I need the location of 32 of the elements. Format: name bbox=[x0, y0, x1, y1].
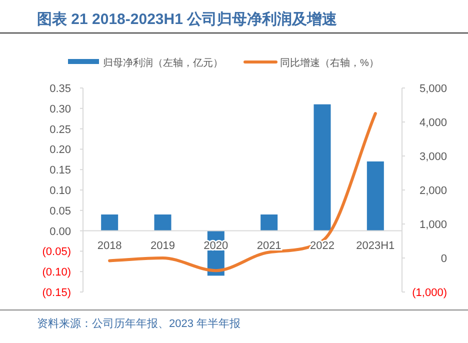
y-tick-label: (0.05) bbox=[42, 246, 71, 258]
y-tick-label: 0.25 bbox=[50, 124, 71, 136]
y-tick-label: 0.15 bbox=[50, 164, 71, 177]
y2-tick-label: 4,000 bbox=[419, 117, 447, 129]
y-tick-label: (0.10) bbox=[42, 266, 71, 279]
x-tick-label: 2018 bbox=[97, 240, 122, 252]
x-tick-label: 2022 bbox=[310, 240, 334, 252]
y-tick-label: (0.15) bbox=[42, 287, 71, 299]
y-tick-label: 0.00 bbox=[50, 226, 71, 238]
y2-tick-label: 5,000 bbox=[419, 83, 447, 95]
bar bbox=[154, 214, 172, 231]
y-tick-label: 0.35 bbox=[50, 83, 71, 95]
x-tick-label: 2021 bbox=[256, 240, 282, 252]
x-tick-label: 2019 bbox=[150, 240, 175, 252]
bar bbox=[366, 161, 384, 231]
y2-tick-label: 3,000 bbox=[419, 151, 447, 163]
bar bbox=[314, 104, 331, 231]
text: 资料来源：公司历年年报、2023 年半年报 bbox=[37, 317, 241, 330]
y2-tick-label: (1,000) bbox=[412, 287, 447, 299]
x-tick-label: 2023H1 bbox=[356, 240, 395, 252]
y2-tick-label: 0 bbox=[440, 253, 447, 265]
legend-label: 归母净利润（左轴，亿元） bbox=[103, 57, 223, 69]
chart-title: 图表 21 2018-2023H1 公司归母净利润及增速 bbox=[37, 10, 338, 28]
y-tick-label: 0.10 bbox=[50, 185, 71, 197]
bar bbox=[260, 214, 278, 231]
y2-tick-label: 2,000 bbox=[419, 185, 447, 197]
legend-label: 同比增速（右轴，%） bbox=[280, 57, 379, 69]
y-tick-label: 0.05 bbox=[50, 205, 71, 218]
y-tick-label: 0.30 bbox=[50, 103, 71, 116]
bar bbox=[101, 214, 118, 231]
y2-tick-label: 1,000 bbox=[419, 219, 447, 231]
y-tick-label: 0.20 bbox=[50, 144, 71, 156]
